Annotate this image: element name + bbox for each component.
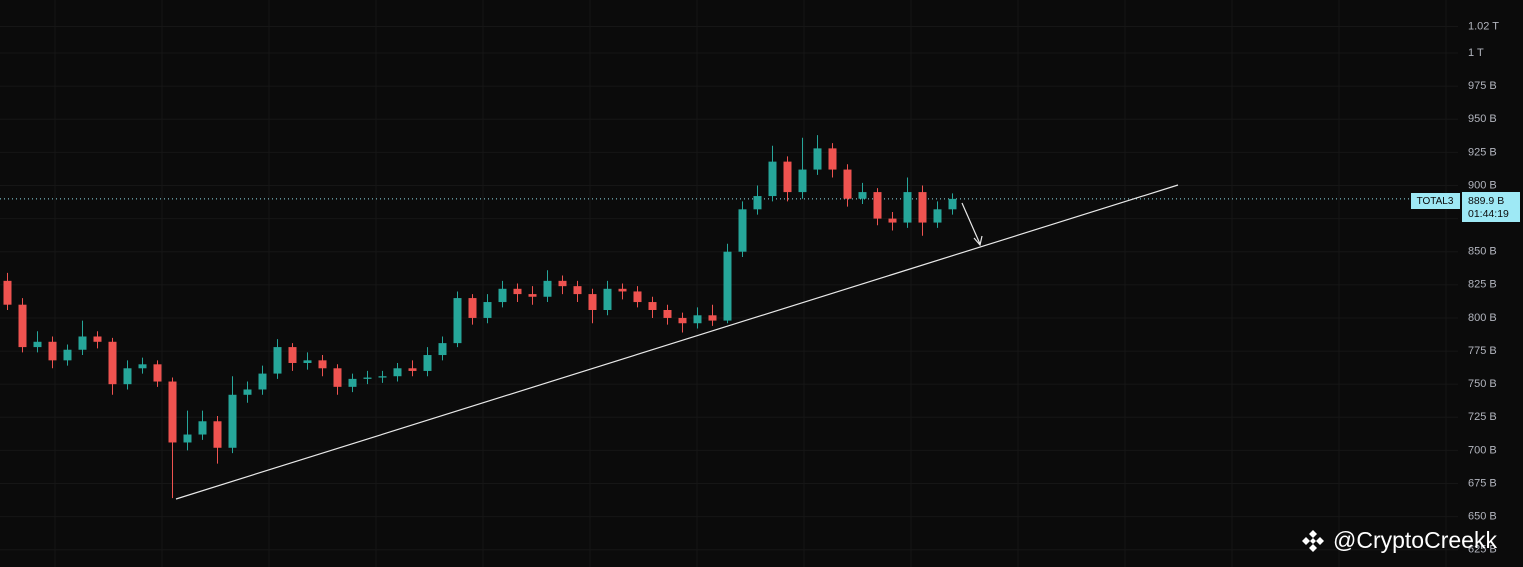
y-tick-label: 650 B bbox=[1468, 511, 1497, 523]
y-tick-label: 775 B bbox=[1468, 345, 1497, 357]
candle-body bbox=[723, 251, 732, 321]
candle-body bbox=[633, 291, 642, 303]
candle-body bbox=[513, 288, 522, 295]
y-tick-label: 950 B bbox=[1468, 113, 1497, 125]
candle-body bbox=[453, 298, 462, 344]
candle-body bbox=[813, 148, 822, 170]
candle-body bbox=[468, 298, 477, 318]
candle-body bbox=[123, 368, 132, 385]
candle-body bbox=[93, 336, 102, 342]
y-tick-label: 1.02 T bbox=[1468, 20, 1499, 32]
candle-body bbox=[408, 368, 417, 371]
symbol-badge bbox=[1411, 193, 1460, 209]
candle-body bbox=[768, 161, 777, 197]
candle-body bbox=[948, 198, 957, 210]
candle-body bbox=[783, 161, 792, 193]
candle-body bbox=[168, 381, 177, 443]
candle-body bbox=[108, 341, 117, 385]
candle-body bbox=[483, 302, 492, 318]
candle-body bbox=[243, 389, 252, 395]
candle-body bbox=[48, 341, 57, 361]
candle-body bbox=[153, 364, 162, 382]
candle-body bbox=[303, 360, 312, 363]
candle-body bbox=[183, 434, 192, 443]
price-badge bbox=[1462, 192, 1520, 222]
candle-body bbox=[558, 280, 567, 287]
candle-body bbox=[378, 376, 387, 378]
watermark: @CryptoCreekk bbox=[1333, 527, 1497, 553]
candle-body bbox=[318, 360, 327, 369]
candle-body bbox=[873, 192, 882, 219]
y-tick-label: 850 B bbox=[1468, 246, 1497, 258]
candle-body bbox=[588, 294, 597, 310]
candle-body bbox=[78, 336, 87, 350]
y-tick-label: 1 T bbox=[1468, 47, 1484, 59]
candle-body bbox=[648, 302, 657, 310]
countdown: 01:44:19 bbox=[1468, 208, 1509, 220]
trend-line bbox=[175, 184, 1179, 500]
candle-body bbox=[198, 421, 207, 435]
y-tick-label: 925 B bbox=[1468, 146, 1497, 158]
y-tick-label: 700 B bbox=[1468, 444, 1497, 456]
candle-body bbox=[693, 315, 702, 324]
candle-body bbox=[33, 341, 42, 348]
y-tick-label: 900 B bbox=[1468, 179, 1497, 191]
candle-body bbox=[798, 169, 807, 193]
candle-body bbox=[933, 209, 942, 223]
y-tick-label: 800 B bbox=[1468, 312, 1497, 324]
candles bbox=[3, 135, 957, 499]
y-tick-label: 750 B bbox=[1468, 378, 1497, 390]
candle-body bbox=[498, 288, 507, 303]
candle-body bbox=[708, 315, 717, 321]
candle-body bbox=[528, 294, 537, 297]
candle-body bbox=[603, 288, 612, 310]
candle-body bbox=[18, 304, 27, 348]
candle-body bbox=[678, 317, 687, 324]
candle-body bbox=[918, 192, 927, 223]
y-tick-label: 975 B bbox=[1468, 80, 1497, 92]
candle-body bbox=[573, 286, 582, 295]
arrow-head bbox=[973, 235, 983, 247]
candle-body bbox=[213, 421, 222, 448]
candle-body bbox=[423, 355, 432, 371]
candle-body bbox=[348, 378, 357, 387]
y-tick-label: 675 B bbox=[1468, 477, 1497, 489]
candle-body bbox=[828, 148, 837, 170]
candle-body bbox=[663, 309, 672, 318]
candle-body bbox=[903, 192, 912, 223]
candle-body bbox=[333, 368, 342, 387]
y-tick-label: 625 B bbox=[1468, 544, 1497, 556]
candle-body bbox=[273, 347, 282, 374]
candle-body bbox=[543, 280, 552, 297]
last-price: 889.9 B bbox=[1468, 195, 1504, 207]
candle-body bbox=[618, 288, 627, 292]
candle-body bbox=[843, 169, 852, 199]
watermark-logo bbox=[1302, 530, 1324, 552]
candle-body bbox=[228, 394, 237, 448]
candle-body bbox=[753, 196, 762, 210]
candle-body bbox=[288, 347, 297, 363]
candle-body bbox=[363, 377, 372, 379]
candle-body bbox=[858, 192, 867, 199]
price-label: TOTAL3 889.9 B 01:44:19 bbox=[1411, 192, 1520, 222]
candle-body bbox=[438, 343, 447, 356]
symbol: TOTAL3 bbox=[1417, 196, 1454, 207]
candle-body bbox=[393, 368, 402, 377]
candle-body bbox=[888, 218, 897, 223]
candle-body bbox=[258, 373, 267, 390]
candle-body bbox=[3, 280, 12, 305]
candle-body bbox=[63, 349, 72, 361]
y-tick-label: 725 B bbox=[1468, 411, 1497, 423]
candle-body bbox=[738, 209, 747, 252]
y-tick-label: 825 B bbox=[1468, 279, 1497, 291]
arrow bbox=[961, 202, 981, 245]
candle-body bbox=[138, 364, 147, 369]
